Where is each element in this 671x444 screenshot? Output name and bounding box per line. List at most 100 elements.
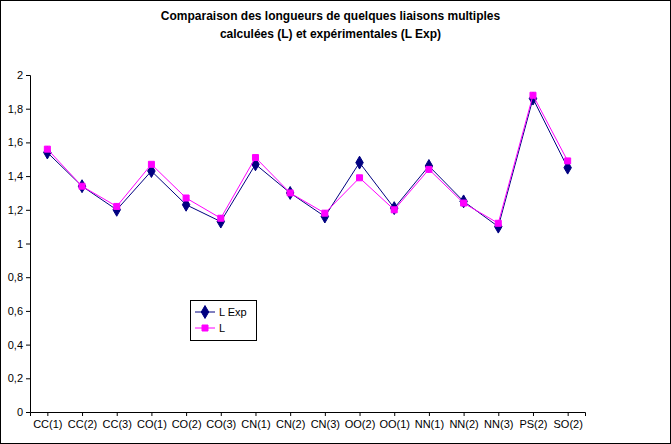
x-tick-label: CN(3): [311, 418, 340, 430]
x-tick-mark: [255, 412, 256, 416]
x-tick: CO(1): [137, 412, 167, 430]
y-tick: 0,2: [8, 372, 30, 384]
x-tick: CO(3): [206, 412, 236, 430]
series-marker: [495, 220, 501, 226]
x-tick: OO(2): [345, 412, 376, 430]
series-marker: [322, 210, 328, 216]
y-tick-mark: [26, 345, 30, 346]
series-marker: [461, 200, 467, 206]
chart: Comparaison des longueurs de quelques li…: [0, 0, 671, 444]
x-tick-mark: [429, 412, 430, 416]
series-marker: [565, 158, 571, 164]
y-tick-mark: [26, 244, 30, 245]
series-line: [47, 99, 567, 227]
series-marker: [287, 190, 293, 196]
x-tick-label: OO(2): [345, 418, 376, 430]
y-tick: 2: [17, 69, 30, 81]
y-tick: 0: [17, 406, 30, 418]
series-marker: [44, 146, 50, 152]
y-tick-mark: [26, 378, 30, 379]
x-tick-label: CO(1): [137, 418, 167, 430]
series-marker: [148, 161, 154, 167]
series-marker: [218, 215, 224, 221]
x-tick-label: SO(2): [553, 418, 582, 430]
x-tick-mark: [82, 412, 83, 416]
title-line: Comparaison des longueurs de quelques li…: [161, 9, 501, 23]
series-marker: [460, 195, 467, 208]
x-tick-mark: [464, 412, 465, 416]
y-tick-mark: [26, 277, 30, 278]
series-marker: [183, 195, 189, 201]
series-marker: [44, 146, 51, 159]
y-tick-label: 1,6: [8, 136, 23, 148]
y-tick: 1,4: [8, 170, 30, 182]
x-tick-label: CO(2): [172, 418, 202, 430]
y-tick: 0,8: [8, 271, 30, 283]
x-tick-mark: [533, 412, 534, 416]
series-marker: [391, 207, 397, 213]
legend-marker: [201, 306, 208, 319]
x-tick: CN(3): [311, 412, 340, 430]
y-tick: 0,6: [8, 305, 30, 317]
y-tick-label: 1: [17, 238, 23, 250]
x-tick-label: CC(1): [33, 418, 62, 430]
y-tick-label: 2: [17, 69, 23, 81]
x-tick: OO(1): [379, 412, 410, 430]
x-tick-mark: [568, 412, 569, 416]
plot-area: [44, 92, 572, 233]
series-marker: [78, 180, 85, 193]
x-tick: SO(2): [553, 412, 582, 430]
chart-border: [1, 1, 671, 444]
x-tick-label: OO(1): [379, 418, 410, 430]
y-tick-label: 1,8: [8, 103, 23, 115]
y-tick-mark: [26, 142, 30, 143]
y-tick-mark: [26, 109, 30, 110]
legend-marker: [202, 325, 208, 331]
y-tick-label: 0,4: [8, 339, 23, 351]
series-marker: [79, 183, 85, 189]
x-tick-mark: [498, 412, 499, 416]
x-tick-mark: [360, 412, 361, 416]
series-marker: [357, 175, 363, 181]
series-marker: [390, 202, 397, 215]
x-tick: CC(2): [68, 412, 97, 430]
x-tick: PS(2): [519, 412, 547, 430]
x-tick: CN(2): [276, 412, 305, 430]
legend-label: L: [219, 322, 225, 334]
y-tick-label: 0: [17, 406, 23, 418]
x-tick-label: NN(1): [415, 418, 444, 430]
y-tick: 1,2: [8, 204, 30, 216]
y-tick-mark: [26, 210, 30, 211]
legend-label: L Exp: [219, 306, 247, 318]
series-marker: [321, 210, 328, 223]
x-tick-label: CN(1): [241, 418, 270, 430]
x-tick-label: CO(3): [206, 418, 236, 430]
y-tick-mark: [26, 412, 30, 413]
x-tick: CC(3): [103, 412, 132, 430]
y-tick-mark: [26, 75, 30, 76]
y-axis-line: [26, 76, 31, 413]
x-tick-label: PS(2): [519, 418, 547, 430]
x-tick-mark: [47, 412, 48, 416]
x-tick-label: NN(2): [449, 418, 478, 430]
series-line: [47, 95, 567, 223]
series-marker: [113, 203, 120, 216]
x-tick: CO(2): [172, 412, 202, 430]
series-marker: [425, 160, 432, 173]
x-tick-mark: [221, 412, 222, 416]
x-tick-mark: [117, 412, 118, 416]
series-marker: [530, 92, 536, 98]
x-tick-label: CC(3): [103, 418, 132, 430]
series-marker: [114, 203, 120, 209]
y-tick-label: 0,8: [8, 271, 23, 283]
y-tick: 0,4: [8, 339, 30, 351]
series-marker: [495, 220, 502, 233]
series-marker: [217, 215, 224, 228]
legend: L Exp L: [191, 301, 257, 341]
y-tick-label: 1,4: [8, 170, 23, 182]
x-tick: CN(1): [241, 412, 270, 430]
x-tick: NN(1): [415, 412, 444, 430]
x-tick: NN(3): [484, 412, 513, 430]
title-line: calculées (L) et expérimentales (L Exp): [220, 27, 441, 41]
y-tick: 1,6: [8, 136, 30, 148]
